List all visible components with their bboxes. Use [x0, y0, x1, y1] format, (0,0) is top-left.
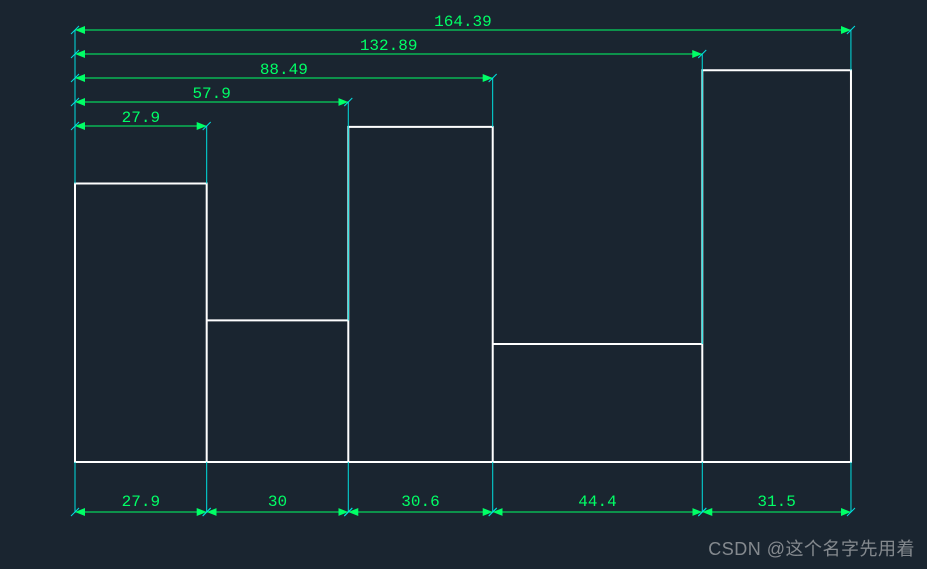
- dim-label-top: 88.49: [260, 61, 308, 79]
- dim-label-top: 57.9: [192, 85, 230, 103]
- dim-label-bottom: 31.5: [757, 493, 795, 511]
- dim-label-top: 132.89: [360, 37, 418, 55]
- dim-label-top: 27.9: [122, 109, 160, 127]
- dim-label-bottom: 27.9: [122, 493, 160, 511]
- dim-label-bottom: 44.4: [578, 493, 616, 511]
- dim-label-top: 164.39: [434, 13, 492, 31]
- dim-label-bottom: 30.6: [401, 493, 439, 511]
- dim-label-bottom: 30: [268, 493, 287, 511]
- drawing-canvas: 27.9 57.9 88.49 132.89 164.39 27.9 30 30.6 44.4 3…: [0, 0, 927, 569]
- profile-outline: [75, 70, 851, 462]
